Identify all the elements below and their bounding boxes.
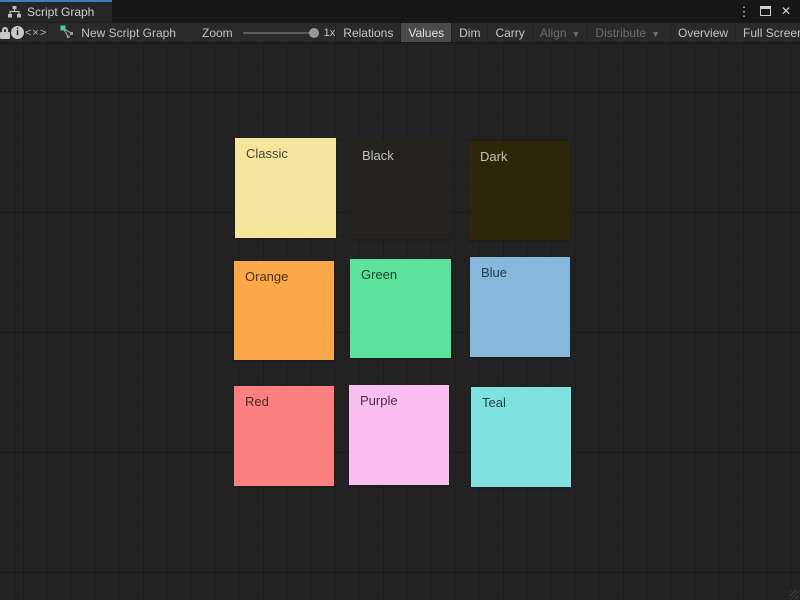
sticky-note-blue[interactable]: Blue (470, 257, 570, 357)
close-icon[interactable]: ✕ (780, 4, 792, 18)
sticky-note-classic[interactable]: Classic (235, 138, 336, 238)
zoom-control: Zoom 1x (202, 23, 335, 42)
graph-hierarchy-icon (8, 6, 21, 18)
note-label: Red (245, 394, 269, 409)
dim-button[interactable]: Dim (451, 23, 487, 42)
lock-button[interactable] (0, 23, 11, 42)
sticky-note-teal[interactable]: Teal (471, 387, 571, 487)
tab-bar: Script Graph ⋮ ✕ (0, 0, 800, 22)
tab-label: Script Graph (27, 5, 95, 19)
graph-name-label: New Script Graph (81, 25, 176, 40)
sticky-note-black[interactable]: Black (351, 140, 451, 239)
info-icon: i (11, 26, 24, 39)
maximize-icon[interactable] (757, 3, 773, 19)
zoom-value: 1x (323, 26, 336, 39)
info-button[interactable]: i (11, 23, 25, 42)
note-label: Dark (480, 149, 508, 164)
distribute-dropdown[interactable]: Distribute ▼ (587, 23, 667, 42)
code-view-button[interactable]: <×> (25, 23, 49, 42)
toolbar: i <×> New Script Graph Zoom 1x (0, 22, 800, 43)
sticky-note-red[interactable]: Red (234, 386, 334, 486)
sticky-note-purple[interactable]: Purple (349, 385, 449, 485)
sticky-note-dark[interactable]: Dark (469, 141, 569, 240)
menu-kebab-icon[interactable]: ⋮ (737, 3, 751, 19)
sticky-note-orange[interactable]: Orange (234, 261, 334, 360)
zoom-label: Zoom (201, 25, 233, 40)
graph-name-area[interactable]: New Script Graph (48, 23, 188, 42)
note-label: Classic (246, 146, 288, 161)
zoom-slider-handle[interactable] (308, 27, 319, 38)
lock-icon (0, 26, 10, 39)
sticky-note-green[interactable]: Green (350, 259, 451, 358)
resize-grip[interactable] (790, 590, 799, 599)
values-button[interactable]: Values (400, 23, 452, 42)
note-label: Blue (481, 265, 508, 280)
window-controls: ⋮ ✕ (736, 0, 800, 22)
full-screen-button[interactable]: Full Screen (735, 23, 800, 42)
zoom-slider[interactable] (242, 27, 319, 38)
graph-canvas[interactable]: Classic Black Dark Orange Green Blue Red… (0, 43, 800, 600)
carry-button[interactable]: Carry (487, 23, 531, 42)
chevron-down-icon: ▼ (571, 28, 581, 39)
note-label: Black (362, 148, 394, 163)
chevron-down-icon: ▼ (651, 28, 661, 39)
toolbar-toggle-buttons: Relations Values Dim Carry Align ▼ Distr… (335, 23, 800, 42)
note-label: Green (361, 267, 398, 282)
align-dropdown[interactable]: Align ▼ (531, 23, 588, 42)
note-label: Orange (245, 269, 289, 284)
note-label: Teal (482, 395, 506, 410)
code-brackets-icon: <×> (25, 26, 48, 39)
relations-button[interactable]: Relations (335, 23, 400, 42)
tab-script-graph[interactable]: Script Graph (0, 0, 112, 22)
overview-button[interactable]: Overview (670, 23, 735, 42)
script-graph-node-icon (60, 25, 74, 41)
note-label: Purple (360, 393, 398, 408)
